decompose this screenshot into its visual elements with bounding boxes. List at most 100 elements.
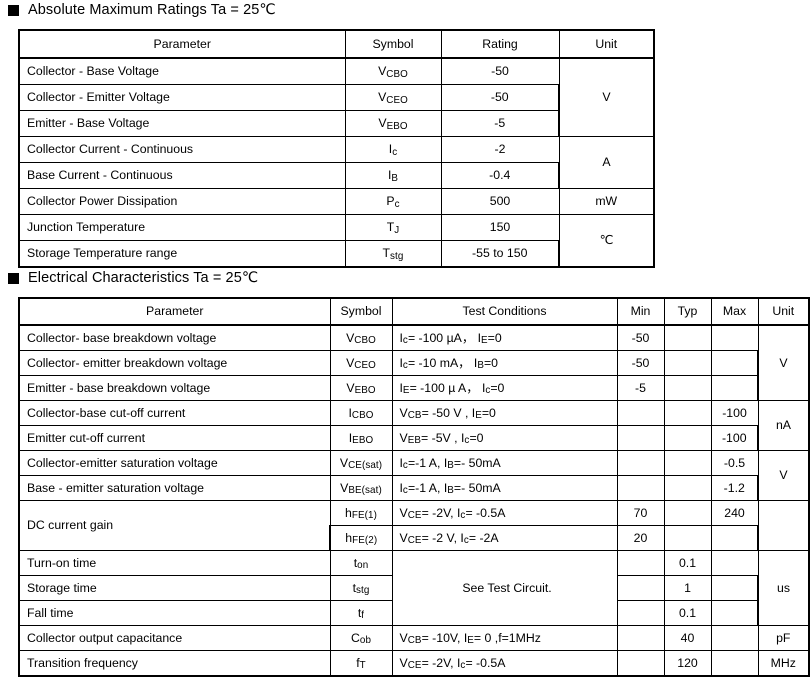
symbol-base: V xyxy=(378,90,387,105)
min-cell: 20 xyxy=(616,525,665,551)
symbol-subscript: T xyxy=(359,660,366,672)
symbol-subscript: CEO xyxy=(386,94,408,106)
symbol-subscript: stg xyxy=(390,250,404,262)
symbol-base: t xyxy=(352,580,356,595)
typ-cell xyxy=(663,400,712,426)
max-cell: -100 xyxy=(710,400,759,426)
table-row: Collector Power Dissipation Pc 500 mW xyxy=(18,188,655,215)
cond-text: = -10V, I xyxy=(421,630,468,645)
cond-text: =-1 A, I xyxy=(407,480,448,495)
symbol-base: h xyxy=(345,530,353,545)
unit-cell: ℃ xyxy=(558,214,655,268)
column-header-rating: Rating xyxy=(440,29,560,59)
cond-subscript: c xyxy=(463,535,469,547)
absolute-maximum-ratings-table: Parameter Symbol Rating Unit Collector -… xyxy=(18,29,655,268)
table-row: Collector-base cut-off current ICBO VCB= -… xyxy=(18,400,810,451)
symbol-subscript: CBO xyxy=(354,335,376,347)
cond-text: = -0.5A xyxy=(465,655,506,670)
max-cell: -0.5 xyxy=(710,450,759,476)
min-cell xyxy=(616,475,665,501)
cond-text: I xyxy=(399,330,403,345)
column-header-parameter: Parameter xyxy=(18,29,346,59)
column-header-symbol: Symbol xyxy=(329,297,393,326)
min-cell xyxy=(616,400,665,426)
min-cell: -5 xyxy=(616,375,665,401)
table-row: Fall time tf 0.1 xyxy=(18,600,809,626)
cond-subscript: c xyxy=(402,485,408,497)
symbol-base: h xyxy=(345,505,352,520)
unit-cell: A xyxy=(558,136,655,189)
cond-text: = -10 mA， I xyxy=(407,355,478,370)
cond-subscript: CB xyxy=(407,410,422,422)
symbol-base: V xyxy=(346,355,355,370)
rating-cell: -50 xyxy=(440,57,560,85)
max-cell xyxy=(710,575,759,601)
section-heading-absolute-maximum-ratings: Absolute Maximum Ratings Ta = 25℃ xyxy=(4,3,276,18)
unit-cell: us xyxy=(757,550,810,626)
parameter-cell: DC current gain xyxy=(18,500,331,551)
rating-cell: 150 xyxy=(440,214,560,241)
parameter-cell: Fall time xyxy=(18,600,331,626)
table-header-row: Parameter Symbol Rating Unit xyxy=(18,29,655,59)
typ-cell xyxy=(663,450,712,476)
max-cell xyxy=(710,600,759,626)
cond-subscript: E xyxy=(480,335,488,347)
test-condition-cell: VCE= -2 V, Ic= -2A xyxy=(391,525,618,551)
symbol-cell: IB xyxy=(344,162,442,189)
test-condition-cell: Ic= -100 µA， IE=0 xyxy=(391,324,618,351)
unit-cell: MHz xyxy=(757,650,810,677)
column-header-typ: Typ xyxy=(663,297,712,326)
table-row: Collector output capacitance Cob VCB= -10V… xyxy=(18,625,810,651)
table-row: Collector - Base Voltage VCBO -50 V xyxy=(18,57,655,137)
symbol-subscript: B xyxy=(391,172,399,184)
max-cell: 240 xyxy=(710,500,759,526)
parameter-cell: Collector- emitter breakdown voltage xyxy=(18,350,331,376)
symbol-subscript: CE(sat) xyxy=(348,460,383,472)
test-condition-cell: VCB= -10V, IE= 0 ,f=1MHz xyxy=(391,625,618,651)
typ-cell xyxy=(663,324,712,351)
symbol-base: t xyxy=(357,605,362,620)
typ-cell: 120 xyxy=(663,650,712,677)
column-header-symbol: Symbol xyxy=(344,29,442,59)
cond-text: =0 xyxy=(483,355,498,370)
cond-text: I xyxy=(399,355,403,370)
symbol-subscript: EBO xyxy=(352,435,374,447)
cond-text: = -2V, I xyxy=(421,505,461,520)
parameter-cell: Turn-on time xyxy=(18,550,331,576)
table-row: Junction Temperature TJ 150 ℃ xyxy=(18,214,655,268)
symbol-subscript: CBO xyxy=(351,410,374,422)
cond-text: = -2A xyxy=(468,530,499,545)
symbol-subscript: f xyxy=(361,610,365,622)
symbol-cell: VCEO xyxy=(344,84,442,111)
cond-text: =0 xyxy=(481,405,496,420)
cond-text: V xyxy=(399,405,408,420)
cond-subscript: CE xyxy=(407,660,422,672)
cond-text: = -2V, I xyxy=(421,655,461,670)
cond-subscript: CB xyxy=(407,635,422,647)
symbol-cell: VCEO xyxy=(329,350,393,376)
symbol-cell: tstg xyxy=(329,575,393,601)
rating-cell: -55 to 150 xyxy=(440,240,560,268)
unit-cell: V xyxy=(757,324,810,401)
parameter-cell: Collector - Emitter Voltage xyxy=(18,84,346,111)
cond-text: =0 xyxy=(490,380,505,395)
cond-text: V xyxy=(399,430,408,445)
typ-cell xyxy=(663,475,712,501)
cond-subscript: EB xyxy=(407,435,422,447)
table-row: DC current gain hFE(1) VCE= -2V, Ic= -0.5A… xyxy=(18,500,810,551)
symbol-subscript: FE(2) xyxy=(352,535,378,547)
symbol-subscript: stg xyxy=(356,585,370,597)
unit-cell xyxy=(757,500,810,551)
rating-cell: -5 xyxy=(440,110,560,137)
symbol-base: T xyxy=(386,220,395,235)
section-heading-electrical-characteristics: Electrical Characteristics Ta = 25℃ xyxy=(4,271,258,286)
symbol-base: t xyxy=(353,555,358,570)
table-row: Emitter cut-off current IEBO VEB= -5V , Ic… xyxy=(18,425,809,451)
test-condition-cell: Ic=-1 A, IB=- 50mA xyxy=(391,475,618,501)
table-row: Storage Temperature range Tstg -55 to 150 xyxy=(18,240,654,268)
cond-text: V xyxy=(399,530,408,545)
cond-subscript: E xyxy=(402,385,410,397)
symbol-base: V xyxy=(378,64,387,79)
table-row: Collector Current - Continuous Ic -2 A xyxy=(18,136,655,189)
